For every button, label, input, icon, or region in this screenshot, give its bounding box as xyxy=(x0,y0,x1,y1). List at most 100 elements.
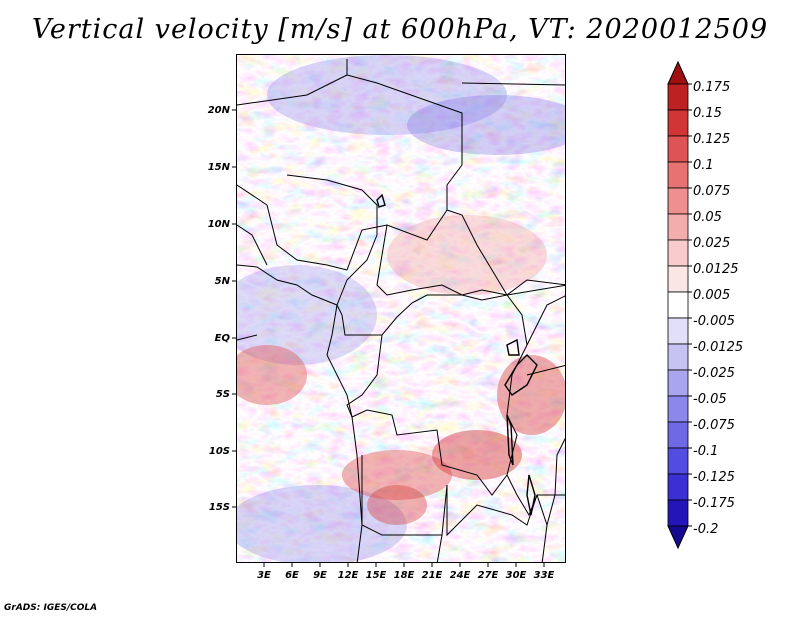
colorbar-label-0: 0.175 xyxy=(693,80,731,95)
lat-label-15n: 15N xyxy=(207,162,230,173)
border-car xyxy=(376,224,508,296)
coast-atlantic xyxy=(326,304,363,526)
lat-label-10n: 10N xyxy=(207,219,230,230)
velocity-map xyxy=(236,54,566,563)
updraft-east xyxy=(497,355,565,435)
lake-albert xyxy=(506,338,520,356)
lake-chad xyxy=(376,193,386,208)
border-cameroon xyxy=(336,234,378,306)
colorbar-segment xyxy=(667,161,689,189)
lon-label-9e: 9E xyxy=(313,570,327,581)
lon-label-18e: 18E xyxy=(393,570,415,581)
border-benin xyxy=(237,224,268,266)
downdraft-southwest xyxy=(237,485,407,562)
border-uganda-kenya xyxy=(526,364,565,376)
colorbar-label-4: 0.075 xyxy=(693,184,731,199)
lake-malawi xyxy=(526,474,536,516)
colorbar-segment xyxy=(667,135,689,163)
lat-label-20n: 20N xyxy=(207,105,230,116)
lon-label-24e: 24E xyxy=(449,570,471,581)
colorbar-segment xyxy=(667,447,689,475)
lat-label-15s: 15S xyxy=(208,502,230,513)
lon-label-12e: 12E xyxy=(337,570,359,581)
updraft-south-central xyxy=(342,450,452,500)
coast-east xyxy=(546,437,565,526)
updraft-central xyxy=(387,215,547,295)
border-kenya xyxy=(526,295,565,346)
colorbar-label-7: 0.0125 xyxy=(693,262,739,277)
colorbar-label-12: -0.05 xyxy=(693,392,727,407)
lake-tanganyika xyxy=(506,414,514,466)
border-nigeria-west xyxy=(237,184,348,271)
downdraft-northeast xyxy=(407,95,565,155)
country-borders xyxy=(237,59,565,562)
updraft-angola xyxy=(367,485,427,525)
colorbar-segment xyxy=(667,317,689,345)
border-drc-north xyxy=(411,294,528,346)
colorbar-segment xyxy=(667,239,689,267)
border-libya-egypt-sudan xyxy=(346,59,565,296)
downdraft-north xyxy=(267,55,507,135)
colorbar-top-arrow xyxy=(667,60,689,85)
map-field xyxy=(237,55,565,562)
colorbar-segment xyxy=(667,213,689,241)
colorbar-label-6: 0.025 xyxy=(693,236,731,251)
colorbar-segment xyxy=(667,265,689,293)
lake-victoria xyxy=(504,354,538,396)
colorbar-label-10: -0.0125 xyxy=(693,340,744,355)
border-egypt-north xyxy=(461,82,565,86)
border-gabon-congo xyxy=(336,302,413,336)
colorbar-label-5: 0.05 xyxy=(693,210,722,225)
border-sudan-ethiopia xyxy=(506,279,565,296)
colorbar-label-16: -0.175 xyxy=(693,496,735,511)
lon-label-33e: 33E xyxy=(533,570,555,581)
colorbar-label-1: 0.15 xyxy=(693,106,722,121)
coast-guinea xyxy=(237,264,338,306)
lon-label-6e: 6E xyxy=(285,570,299,581)
border-angola xyxy=(361,455,448,536)
lon-label-27e: 27E xyxy=(477,570,499,581)
lon-label-30e: 30E xyxy=(505,570,527,581)
border-congo-drc xyxy=(346,334,383,418)
credit-text: GrADS: IGES/COLA xyxy=(4,603,98,613)
colorbar-label-3: 0.1 xyxy=(693,158,714,173)
colorbar-segment xyxy=(667,83,689,111)
colorbar-label-8: 0.005 xyxy=(693,288,731,303)
lon-label-15e: 15E xyxy=(365,570,387,581)
lat-label-10s: 10S xyxy=(208,446,230,457)
map-title: Vertical velocity [m/s] at 600hPa, VT: 2… xyxy=(31,14,769,45)
colorbar-segment xyxy=(667,291,689,319)
colorbar-label-2: 0.125 xyxy=(693,132,731,147)
lat-label-eq: EQ xyxy=(214,333,230,344)
border-niger-nigeria xyxy=(286,174,378,235)
colorbar-label-11: -0.025 xyxy=(693,366,735,381)
lat-label-5s: 5S xyxy=(215,389,230,400)
coast-bight xyxy=(237,334,258,341)
colorbar-segment xyxy=(667,499,689,527)
velocity-field xyxy=(237,55,565,562)
border-algeria-niger xyxy=(237,74,348,106)
lat-label-5n: 5N xyxy=(214,276,230,287)
lon-label-21e: 21E xyxy=(421,570,443,581)
colorbar-bottom-arrow xyxy=(667,525,689,550)
lakes xyxy=(376,193,538,516)
colorbar-segment xyxy=(667,109,689,137)
colorbar-label-15: -0.125 xyxy=(693,470,735,485)
border-botswana xyxy=(436,534,443,562)
colorbar-segment xyxy=(667,369,689,397)
updraft-gulf xyxy=(237,345,307,405)
colorbar-label-17: -0.2 xyxy=(693,522,719,537)
downdraft-west xyxy=(237,265,377,365)
colorbar-label-13: -0.075 xyxy=(693,418,735,433)
border-drc-angola-zambia xyxy=(351,409,508,496)
colorbar-label-14: -0.1 xyxy=(693,444,719,459)
colorbar-label-9: -0.005 xyxy=(693,314,735,329)
colorbar-segment xyxy=(667,473,689,501)
colorbar-segment xyxy=(667,187,689,215)
colorbar-segment xyxy=(667,395,689,423)
updraft-southeast xyxy=(432,430,522,480)
colorbar-segment xyxy=(667,343,689,371)
colorbar-segment xyxy=(667,421,689,449)
border-namibia xyxy=(356,524,363,562)
